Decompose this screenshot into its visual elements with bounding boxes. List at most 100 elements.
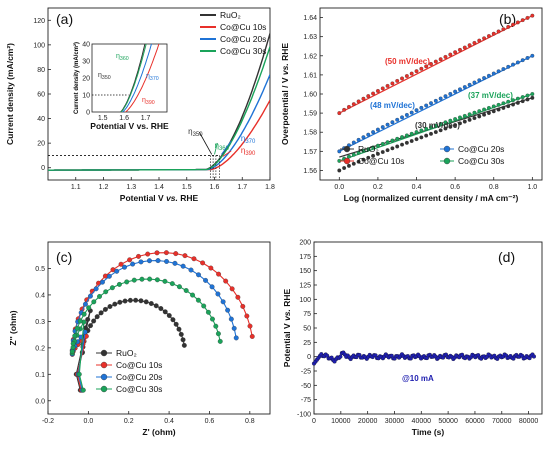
d-y-tick-label: 125	[299, 283, 311, 290]
b-data-point	[458, 115, 462, 120]
c-data-point	[217, 338, 223, 344]
b-x-tick-label: 0.0	[334, 184, 344, 191]
b-data-point	[448, 124, 453, 129]
b-data-point	[424, 64, 429, 69]
c-data-point	[94, 314, 100, 320]
c-data-point	[200, 260, 206, 266]
d-y-tick-label: 50	[303, 326, 311, 333]
b-data-point	[525, 93, 530, 98]
c-x-tick-label: 0.4	[164, 418, 174, 425]
c-y-axis-label: Z'' (ohm)	[8, 310, 18, 345]
a-x-tick-label: 1.8	[265, 184, 275, 191]
c-legend-swatch	[100, 385, 108, 393]
b-data-point	[501, 105, 506, 110]
b-data-point	[462, 85, 467, 89]
b-data-point	[511, 102, 515, 107]
c-data-point	[147, 258, 152, 264]
c-data-point	[91, 318, 97, 324]
c-data-point	[233, 335, 239, 341]
d-series-line	[313, 352, 535, 364]
b-data-point	[390, 138, 395, 143]
a-y-tick-label: 80	[37, 67, 45, 74]
b-slope-annotation: (30 mV/dec)	[415, 121, 460, 130]
d-y-tick-label: 150	[299, 268, 311, 275]
c-data-point	[172, 260, 178, 266]
b-data-point	[467, 43, 472, 48]
b-data-point	[520, 99, 525, 104]
d-x-tick-label: 80000	[519, 418, 539, 425]
b-legend-swatch	[443, 157, 451, 165]
b-data-point	[400, 142, 404, 147]
c-y-tick-label: 0.5	[35, 266, 45, 273]
c-data-point	[235, 294, 241, 300]
b-data-point	[448, 118, 453, 123]
c-data-point	[228, 316, 234, 322]
b-data-point	[506, 99, 511, 104]
b-data-point	[351, 161, 356, 166]
b-data-point	[361, 149, 366, 153]
b-data-point	[404, 113, 409, 117]
c-data-point	[131, 277, 137, 283]
b-data-point	[433, 98, 438, 103]
b-y-tick-label: 1.59	[303, 111, 317, 118]
b-data-point	[496, 102, 501, 107]
c-data-point	[154, 250, 160, 256]
b-data-point	[395, 117, 400, 122]
c-data-point	[209, 284, 215, 290]
c-data-point	[127, 297, 133, 303]
c-data-point	[173, 321, 179, 327]
a-x-tick-label: 1.6	[210, 184, 220, 191]
c-data-point	[81, 311, 87, 317]
a-y-tick-label: 0	[41, 165, 45, 172]
d-x-tick-label: 60000	[465, 418, 485, 425]
c-x-tick-label: 0.2	[124, 418, 134, 425]
c-data-point	[86, 305, 92, 311]
a-eta-annotation: η370	[241, 134, 256, 145]
b-data-point	[453, 123, 458, 128]
a-y-axis-label: Current density (mA/cm²)	[5, 43, 15, 145]
c-data-point	[69, 349, 75, 354]
b-x-tick-label: 0.6	[450, 184, 460, 191]
b-data-point	[337, 149, 342, 154]
d-plot-frame	[313, 241, 543, 415]
c-legend-swatch	[100, 349, 108, 357]
b-data-point	[371, 130, 376, 135]
c-data-point	[98, 310, 104, 316]
c-data-point	[155, 258, 161, 264]
b-data-point	[395, 78, 400, 83]
b-data-point	[438, 128, 443, 133]
b-data-point	[366, 147, 371, 152]
a-x-tick-label: 1.7	[237, 184, 247, 191]
b-data-point	[404, 133, 409, 138]
a-inset-series-line	[120, 44, 147, 112]
c-x-axis-label: Z' (ohm)	[142, 427, 175, 437]
b-legend-entry: Co@Cu 20s	[458, 144, 504, 154]
a-inset-x-axis-label: Potential V vs. RHE	[90, 121, 169, 131]
b-data-point	[342, 107, 347, 112]
b-data-point	[506, 104, 511, 109]
b-data-point	[375, 143, 380, 148]
b-data-point	[453, 117, 458, 122]
c-data-point	[77, 318, 83, 324]
c-data-point	[138, 259, 144, 265]
b-data-point	[409, 110, 414, 115]
d-x-tick-label: 10000	[331, 418, 351, 425]
c-data-point	[133, 297, 139, 303]
b-data-point	[380, 86, 385, 91]
c-data-point	[93, 286, 99, 292]
a-inset-y-tick-label: 10	[82, 93, 90, 100]
b-data-point	[443, 120, 448, 125]
b-data-point	[429, 62, 433, 66]
b-data-point	[515, 60, 520, 65]
c-data-point	[87, 293, 93, 299]
b-x-tick-label: 0.2	[373, 184, 383, 191]
c-data-point	[162, 309, 168, 315]
b-data-point	[511, 62, 515, 67]
b-data-point	[375, 151, 380, 156]
d-y-tick-label: 200	[299, 240, 311, 247]
c-data-point	[225, 307, 231, 313]
d-y-tick-label: 0	[307, 354, 311, 361]
b-data-point	[467, 117, 472, 122]
b-data-point	[501, 101, 506, 106]
c-data-point	[215, 291, 221, 297]
